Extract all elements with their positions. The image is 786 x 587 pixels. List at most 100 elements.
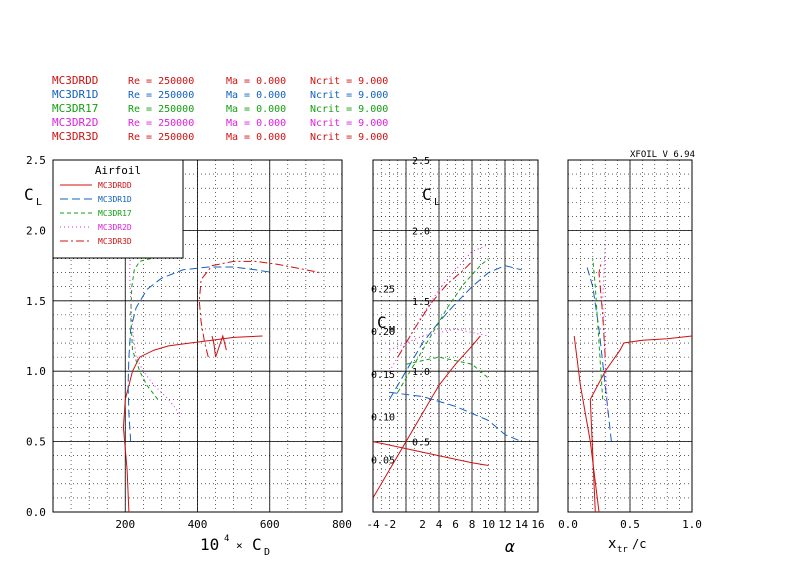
cl-xtr-panel: 0.0 0.5 1.0 (558, 159, 702, 531)
svg-text:×: × (236, 539, 243, 552)
svg-text:C: C (377, 313, 387, 332)
legend-label: MC3DR1D (98, 195, 132, 204)
x-tick-label: 2 (419, 518, 426, 531)
svg-text:10: 10 (200, 535, 219, 554)
x-tick-label: 0.5 (620, 518, 640, 531)
series-line (389, 265, 522, 400)
x-tick-label: 200 (115, 518, 135, 531)
x-tick-label: 0.0 (558, 518, 578, 531)
series-line (122, 335, 263, 513)
y-tick-label: 1.5 (26, 295, 46, 308)
run-ncrit: Ncrit = 9.000 (310, 118, 388, 129)
cl-alpha-panel: -4 -2 2 4 6 8 10 12 14 16 0.5 1.0 1.5 2.0 2.5 0.05 0.10 0… (366, 156, 544, 531)
svg-text:M: M (389, 325, 395, 336)
y-tick-label: 2.0 (26, 224, 46, 237)
svg-text:C: C (24, 185, 34, 204)
run-ncrit: Ncrit = 9.000 (310, 104, 388, 115)
series-line (397, 261, 473, 358)
run-ncrit: Ncrit = 9.000 (310, 132, 388, 143)
series-line (211, 334, 227, 358)
legend-box (52, 159, 184, 259)
cm-tick-label: 0.10 (371, 413, 395, 424)
y-tick-label: 1.0 (26, 365, 46, 378)
svg-text:4: 4 (224, 534, 229, 544)
run-ma: Ma = 0.000 (226, 118, 286, 129)
svg-text:L: L (434, 197, 440, 208)
y-tick-label: 0.5 (26, 436, 46, 449)
svg-text:C: C (252, 535, 262, 554)
x-tick-label: 6 (452, 518, 459, 531)
x-tick-label: 8 (469, 518, 476, 531)
svg-text:D: D (264, 547, 270, 558)
cm-tick-label: 0.25 (371, 284, 395, 295)
series-line (389, 391, 522, 443)
run-ncrit: Ncrit = 9.000 (310, 76, 388, 87)
plot-frame (52, 159, 343, 513)
x-tick-label: 400 (188, 518, 208, 531)
svg-text:tr: tr (617, 545, 628, 555)
series-line (592, 258, 604, 400)
run-re: Re = 250000 (128, 132, 194, 143)
cl-tick-label: 2.0 (412, 226, 430, 237)
cm-tick-label: 0.15 (371, 370, 395, 381)
cl-tick-label: 0.5 (412, 438, 430, 449)
cl-mid-label: C L (422, 185, 440, 208)
y-tick-label: 0.0 (26, 506, 46, 519)
run-name: MC3DRDD (52, 74, 98, 87)
alpha-axis-label: α (505, 537, 515, 556)
run-re: Re = 250000 (128, 76, 194, 87)
series-line (127, 266, 274, 442)
legend-label: MC3DR2D (98, 223, 132, 232)
legend-title: Airfoil (95, 164, 141, 177)
x-tick-label: 12 (498, 518, 511, 531)
x-tick-label: 1.0 (682, 518, 702, 531)
x-tick-label: 14 (515, 518, 529, 531)
run-header: MC3DRDD Re = 250000 Ma = 0.000 Ncrit = 9.00… (52, 74, 388, 143)
series-line (405, 356, 489, 379)
legend-label: MC3DRDD (98, 181, 132, 190)
run-re: Re = 250000 (128, 104, 194, 115)
run-ma: Ma = 0.000 (226, 76, 286, 87)
run-ma: Ma = 0.000 (226, 90, 286, 101)
run-name: MC3DR17 (52, 102, 98, 115)
cd-axis-label: 10 4 × C D (200, 534, 270, 558)
x-tick-label: 600 (260, 518, 280, 531)
x-tick-label: 16 (531, 518, 544, 531)
series-line (589, 335, 693, 513)
cm-tick-label: 0.20 (371, 327, 395, 338)
series-line (372, 441, 489, 466)
svg-text:L: L (36, 197, 42, 208)
x-tick-label: -4 (366, 518, 380, 531)
run-re: Re = 250000 (128, 90, 194, 101)
run-re: Re = 250000 (128, 118, 194, 129)
run-ncrit: Ncrit = 9.000 (310, 90, 388, 101)
run-ma: Ma = 0.000 (226, 104, 286, 115)
legend-label: MC3DR17 (98, 209, 132, 218)
version-label: XFOIL V 6.94 (630, 150, 695, 160)
legend-label: MC3DR3D (98, 237, 132, 246)
x-tick-label: 4 (436, 518, 443, 531)
xtr-axis-label: x tr /c (608, 536, 646, 555)
svg-text:C: C (422, 185, 432, 204)
y-tick-label: 2.5 (26, 154, 46, 167)
series-line (198, 260, 321, 358)
run-ma: Ma = 0.000 (226, 132, 286, 143)
plot-frame (372, 159, 539, 513)
series-line (598, 261, 606, 358)
svg-text:/c: /c (632, 537, 646, 551)
cl-tick-label: 2.5 (412, 156, 430, 167)
legend: Airfoil MC3DRDD MC3DR1D MC3DR17 MC3DR2D MC3DR… (52, 159, 184, 259)
run-name: MC3DR3D (52, 130, 98, 143)
x-tick-label: 10 (482, 518, 495, 531)
series-line (130, 256, 162, 400)
series-line (389, 328, 489, 351)
cl-tick-label: 1.0 (412, 367, 430, 378)
cl-left-label: C L (24, 185, 42, 208)
x-tick-label: -2 (383, 518, 396, 531)
cm-mid-label: C M (377, 313, 395, 336)
run-name: MC3DR2D (52, 116, 98, 129)
cm-tick-label: 0.05 (371, 455, 395, 466)
series-line (573, 335, 600, 513)
series-line (586, 265, 612, 442)
